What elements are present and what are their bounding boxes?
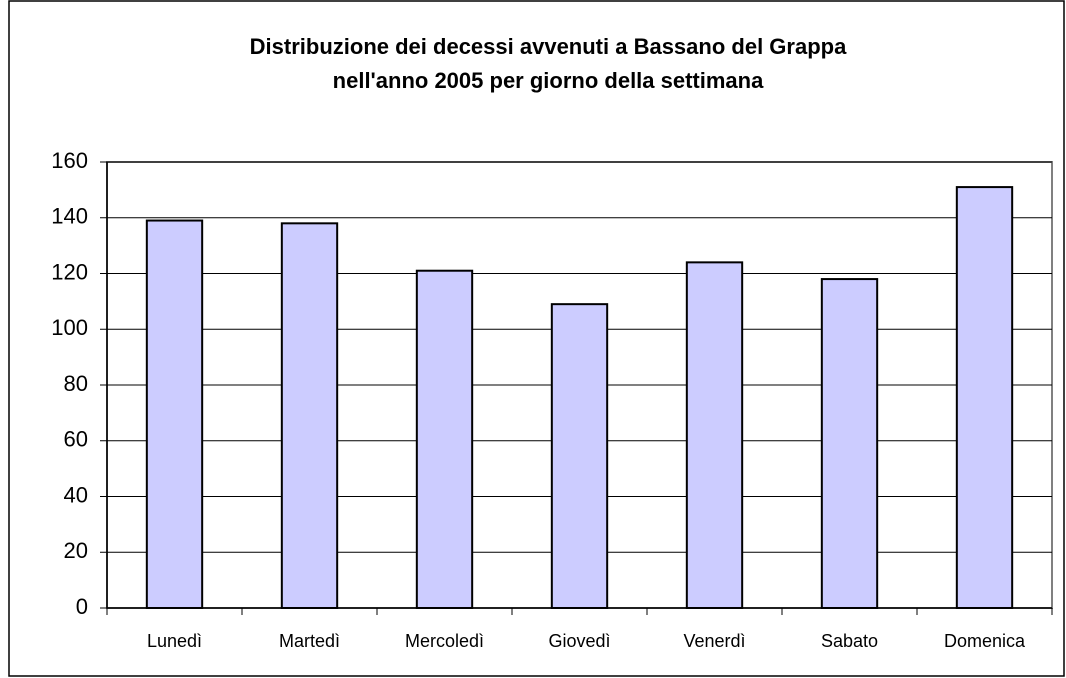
bar bbox=[550, 303, 609, 609]
y-tick-label: 160 bbox=[51, 148, 88, 173]
bar bbox=[145, 219, 204, 609]
bar bbox=[415, 269, 474, 609]
bar bbox=[820, 278, 879, 609]
bar bbox=[685, 261, 744, 609]
x-tick-label: Lunedì bbox=[147, 631, 202, 651]
y-tick-label: 40 bbox=[64, 482, 88, 507]
y-tick-label: 0 bbox=[76, 594, 88, 619]
y-tick-label: 80 bbox=[64, 371, 88, 396]
bar bbox=[280, 222, 339, 609]
y-tick-label: 60 bbox=[64, 427, 88, 452]
y-tick-label: 100 bbox=[51, 315, 88, 340]
y-tick-label: 20 bbox=[64, 538, 88, 563]
x-tick-label: Venerdì bbox=[683, 631, 745, 651]
chart-title: Distribuzione dei decessi avvenuti a Bas… bbox=[250, 34, 847, 59]
x-tick-label: Domenica bbox=[944, 631, 1026, 651]
x-tick-label: Giovedì bbox=[548, 631, 610, 651]
y-tick-label: 120 bbox=[51, 259, 88, 284]
x-tick-label: Mercoledì bbox=[405, 631, 484, 651]
y-tick-label: 140 bbox=[51, 204, 88, 229]
bar bbox=[955, 186, 1014, 609]
x-tick-label: Martedì bbox=[279, 631, 340, 651]
x-tick-label: Sabato bbox=[821, 631, 878, 651]
chart-title: nell'anno 2005 per giorno della settiman… bbox=[333, 68, 764, 93]
